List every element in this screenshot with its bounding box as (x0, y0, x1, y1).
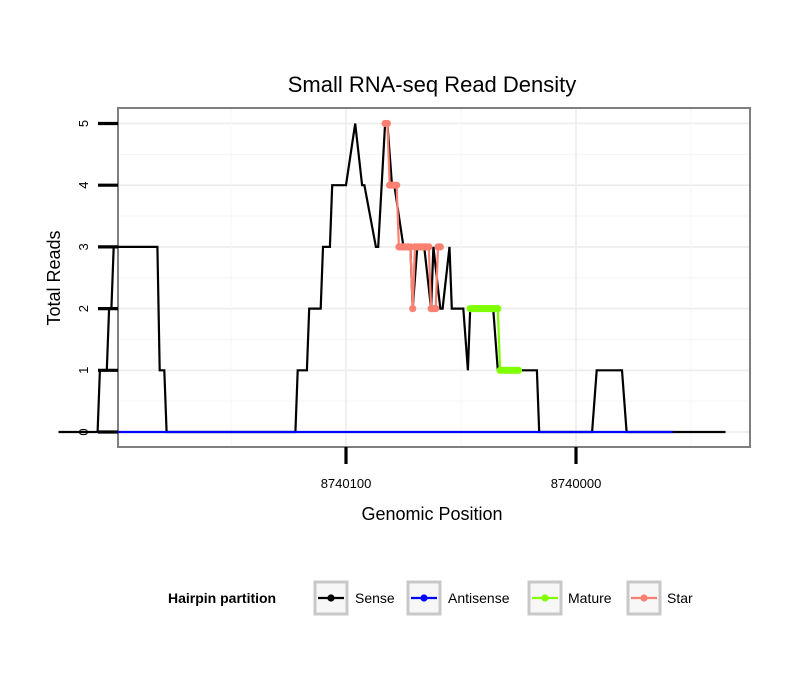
legend: Hairpin partition Sense Antisense Mature St… (168, 580, 693, 616)
series-layer (58, 119, 726, 434)
legend-title: Hairpin partition (168, 590, 276, 606)
series-mature-point (514, 366, 523, 374)
x-axis-title: Genomic Position (361, 504, 502, 524)
series-mature-point (494, 305, 502, 313)
axes: 0 1 2 3 4 5 8740100 8740000 (76, 120, 601, 491)
series-star-point (383, 119, 391, 128)
legend-dot-mature (541, 594, 549, 602)
legend-dot-antisense (420, 594, 428, 602)
chart-title: Small RNA-seq Read Density (288, 72, 577, 97)
series-mature-segment (496, 308, 502, 371)
plot-panel-border (117, 107, 751, 448)
y-tick-label: 4 (76, 182, 91, 189)
y-tick-label: 5 (76, 120, 91, 127)
series-star-point (425, 243, 433, 251)
legend-dot-sense (327, 594, 335, 602)
y-tick-label: 0 (76, 428, 91, 435)
series-star-point (409, 305, 417, 313)
series-star-point (432, 305, 440, 313)
y-tick-label: 1 (76, 367, 91, 374)
y-tick-label: 3 (76, 243, 91, 250)
legend-label-sense: Sense (355, 590, 395, 606)
series-star-point (393, 181, 401, 189)
grid-lines (118, 108, 750, 447)
series-star-point (436, 243, 444, 251)
x-tick-label: 8740100 (321, 476, 372, 491)
legend-label-antisense: Antisense (448, 590, 510, 606)
y-tick-label: 2 (76, 305, 91, 312)
legend-label-star: Star (667, 590, 693, 606)
series-star-segment (411, 246, 417, 309)
legend-dot-star (640, 594, 648, 602)
series-star-segment (386, 123, 391, 186)
series-star-segment (427, 246, 433, 309)
legend-label-mature: Mature (568, 590, 612, 606)
series-star-segment (434, 246, 440, 309)
x-tick-label: 8740000 (551, 476, 602, 491)
series-star-segment (395, 185, 400, 247)
y-axis-title: Total Reads (44, 230, 64, 325)
